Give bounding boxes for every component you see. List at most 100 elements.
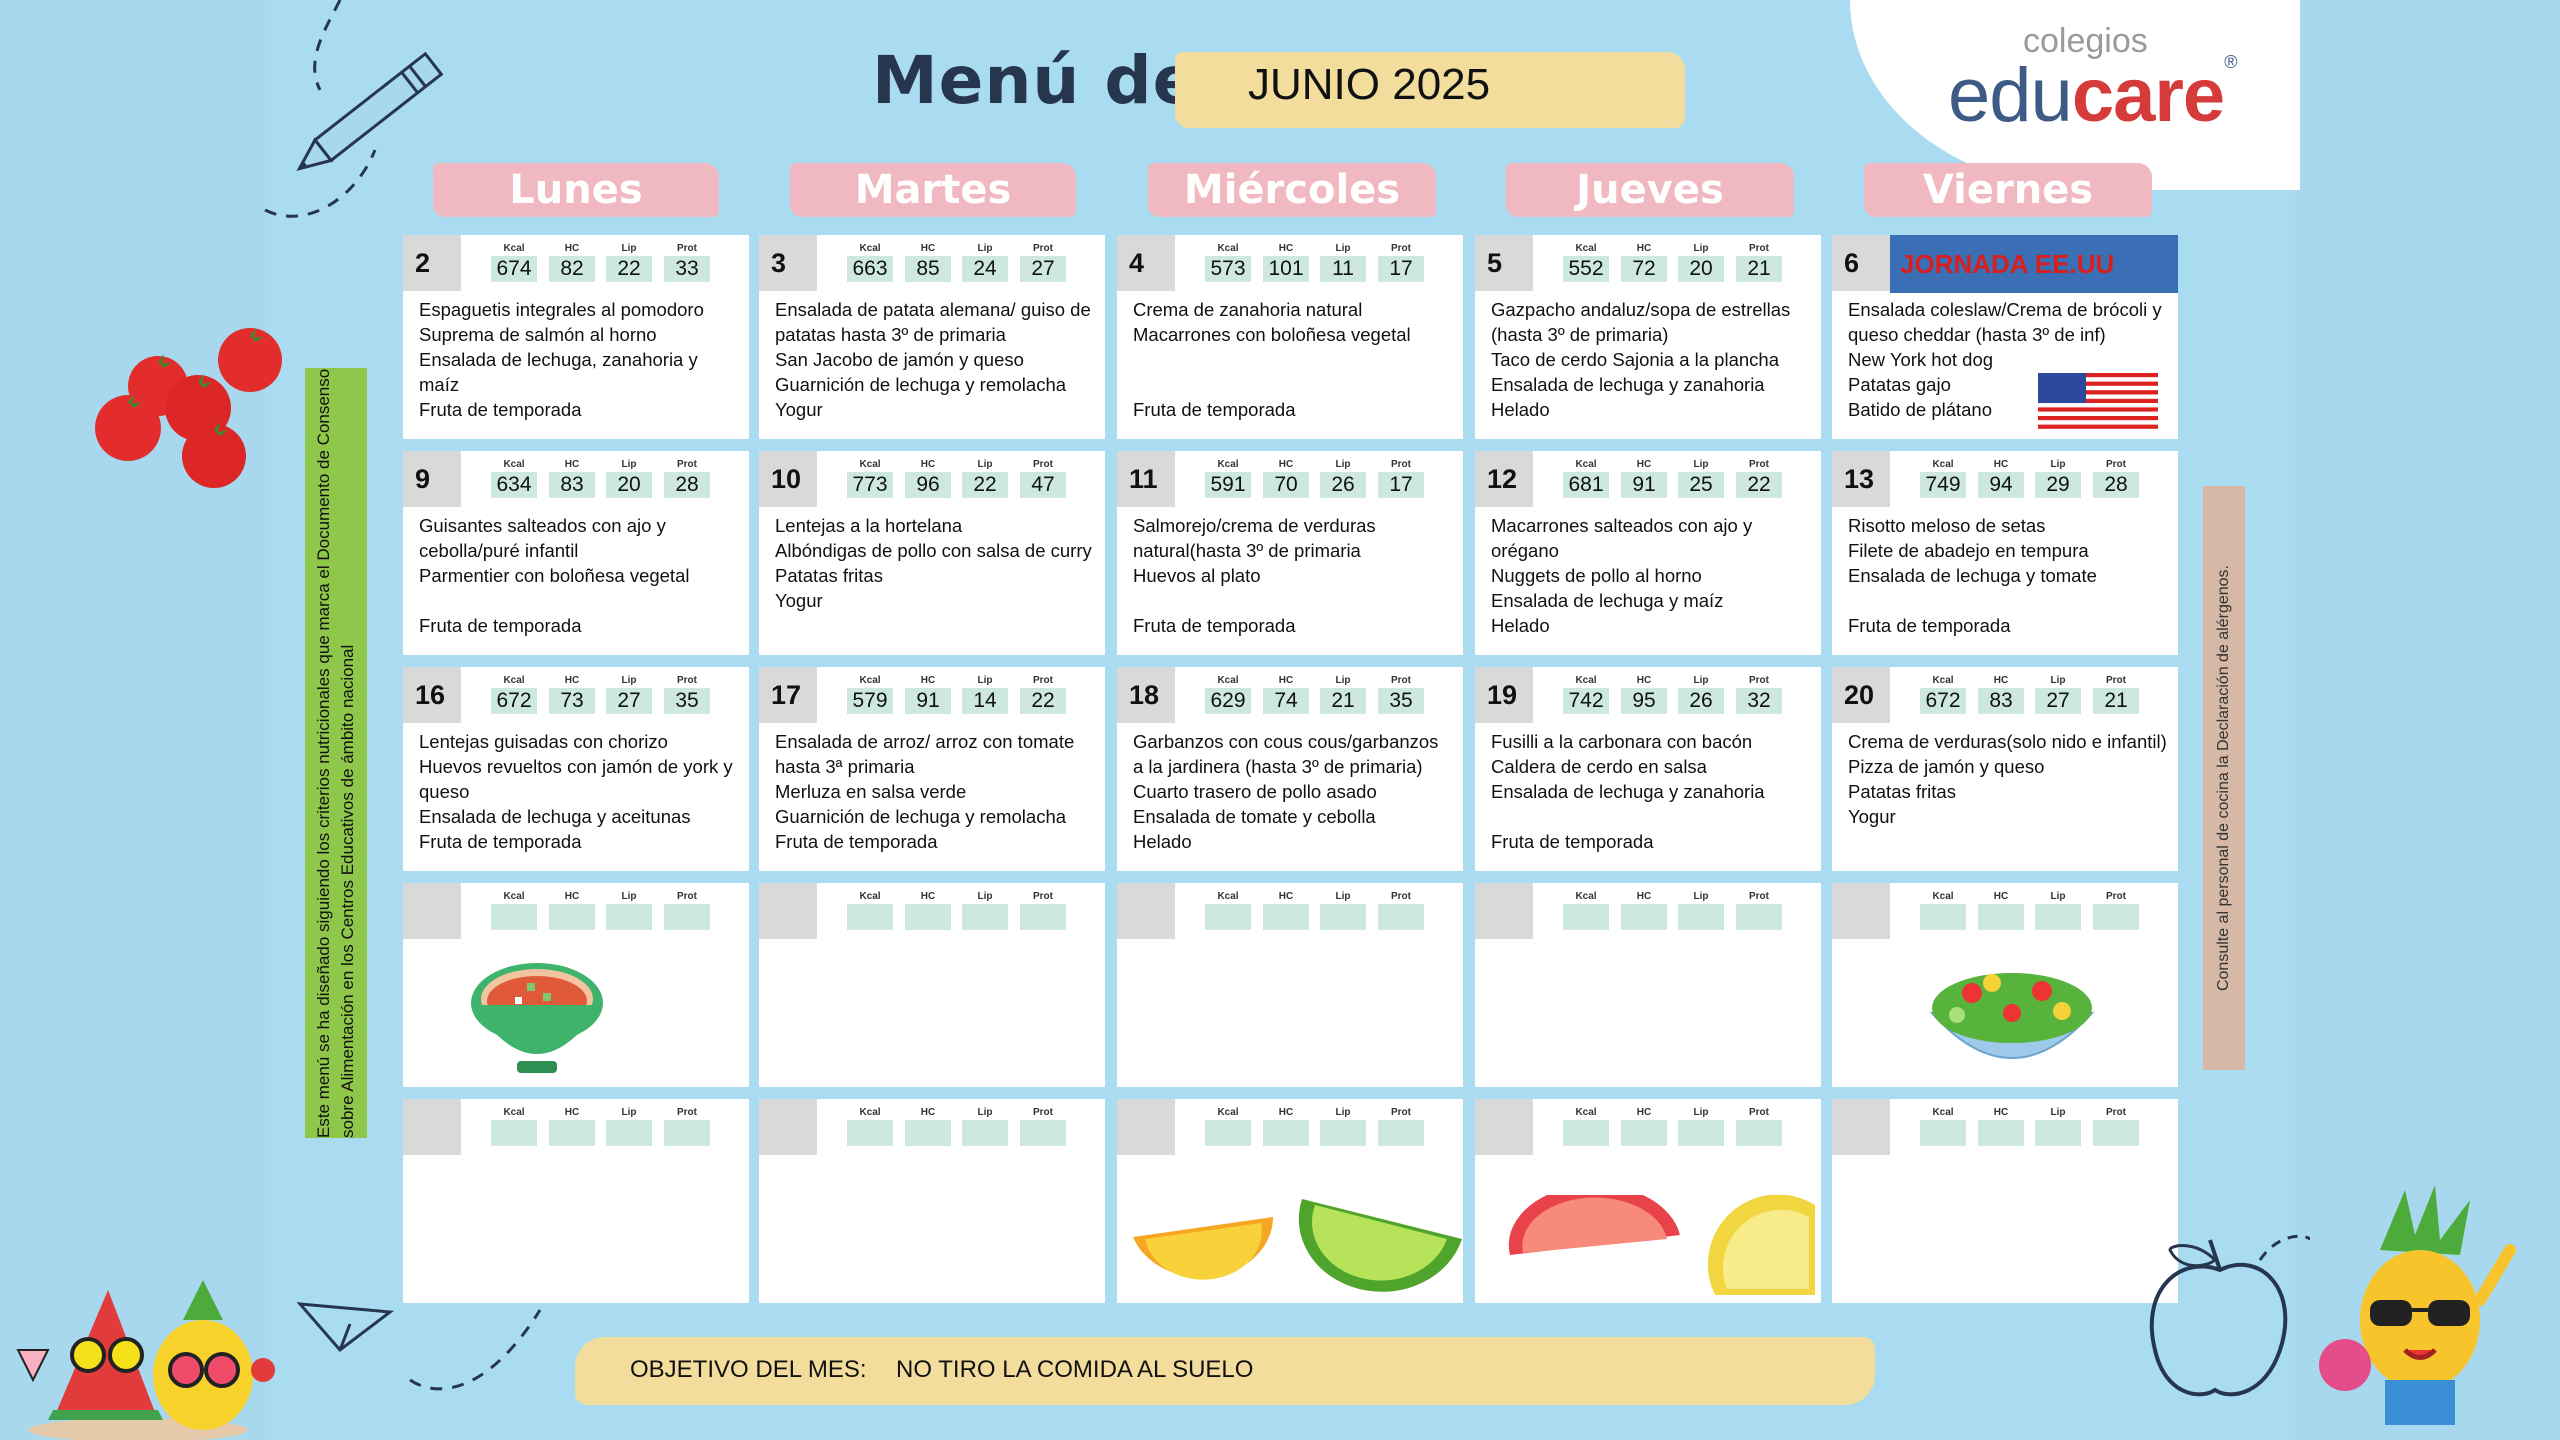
nutrient-label: HC xyxy=(920,243,936,254)
day-cell: Kcal HC Lip Prot xyxy=(1832,883,2178,1087)
nutrient-value: 21 xyxy=(2093,688,2139,714)
nutrient-label: Kcal xyxy=(1575,891,1597,902)
objective-value: NO TIRO LA COMIDA AL SUELO xyxy=(896,1356,1254,1383)
day-cell: 11 Kcal 591 HC 70 Lip 26 Prot 17 Salmorejo/crema … xyxy=(1117,451,1463,655)
nutrient-value xyxy=(1020,1120,1066,1146)
nutrient-value: 70 xyxy=(1263,472,1309,498)
menu-item: Merluza en salsa verde xyxy=(775,781,967,802)
nutrient-label: Lip xyxy=(1335,891,1351,902)
nutrient-label: HC xyxy=(564,243,580,254)
nutrient-value: 14 xyxy=(962,688,1008,714)
nutrient-label: Prot xyxy=(1749,891,1769,902)
nutrient-value xyxy=(1978,904,2024,930)
nutrient-label: Prot xyxy=(677,891,697,902)
nutrient-label: Kcal xyxy=(859,243,881,254)
logo-colegios: colegios xyxy=(2023,22,2148,60)
nutrient-label: HC xyxy=(920,459,936,470)
day-number xyxy=(1117,883,1175,939)
menu-item: Yogur xyxy=(1848,806,1896,827)
day-number xyxy=(1832,1099,1890,1155)
nutrient-label: Kcal xyxy=(859,459,881,470)
nutrient-value: 672 xyxy=(491,688,537,714)
nutrient-label: Prot xyxy=(1033,891,1053,902)
nutrient-label: Kcal xyxy=(1932,675,1954,686)
nutrient-value xyxy=(1263,1120,1309,1146)
nutrient-value: 91 xyxy=(905,688,951,714)
menu-item: Parmentier con boloñesa vegetal xyxy=(419,565,690,586)
menu-item: Batido de plátano xyxy=(1848,399,1993,420)
nutrient-label: Prot xyxy=(677,243,697,254)
nutrient-value xyxy=(1378,904,1424,930)
day-number: 3 xyxy=(759,235,817,291)
menu-item: Cuarto trasero de pollo asado xyxy=(1133,781,1377,802)
nutrient-value xyxy=(2035,904,2081,930)
nutrient-label: Prot xyxy=(1391,891,1411,902)
menu-item xyxy=(1133,588,1453,613)
menu-list: Espaguetis integrales al pomodoro Suprema… xyxy=(419,297,739,422)
nutrient-label: Kcal xyxy=(1575,459,1597,470)
jornada-banner: JORNADA EE.UU xyxy=(1890,235,2178,293)
nutrient-label: Prot xyxy=(1391,675,1411,686)
objective-band xyxy=(575,1337,1875,1405)
menu-item: Fusilli a la carbonara con bacón xyxy=(1491,731,1753,752)
nutrient-value xyxy=(2035,1120,2081,1146)
nutrient-label: HC xyxy=(564,1107,580,1118)
nutrient-value xyxy=(1205,1120,1251,1146)
nutrient-value: 579 xyxy=(847,688,893,714)
nutrient-label: Prot xyxy=(677,459,697,470)
nutrient-label: Lip xyxy=(977,1107,993,1118)
menu-list: Risotto meloso de setas Filete de abadejo… xyxy=(1848,513,2168,638)
nutrient-value: 28 xyxy=(2093,472,2139,498)
menu-item: Crema de verduras(solo nido e infantil) xyxy=(1848,731,2167,752)
nutrient-value: 29 xyxy=(2035,472,2081,498)
nutrient-label: Lip xyxy=(1693,1107,1709,1118)
nutrient-value: 26 xyxy=(1320,472,1366,498)
menu-item: New York hot dog xyxy=(1848,349,1994,370)
day-number: 19 xyxy=(1475,667,1533,723)
menu-item: Ensalada de arroz/ arroz con tomate hast… xyxy=(775,731,1075,777)
day-cell: Kcal HC Lip Prot xyxy=(403,883,749,1087)
menu-item: Albóndigas de pollo con salsa de curry xyxy=(775,540,1092,561)
nutrient-label: Kcal xyxy=(503,1107,525,1118)
pineapple-character-icon xyxy=(2319,1185,2516,1425)
nutrient-label: Prot xyxy=(1391,459,1411,470)
nutrient-value xyxy=(1736,1120,1782,1146)
day-number xyxy=(759,1099,817,1155)
nutrient-label: Kcal xyxy=(1932,459,1954,470)
nutrient-label: Lip xyxy=(621,1107,637,1118)
nutrient-label: Prot xyxy=(1749,243,1769,254)
nutrient-value xyxy=(1378,1120,1424,1146)
menu-list: Crema de verduras(solo nido e infantil) P… xyxy=(1848,729,2168,829)
menu-list: Lentejas a la hortelana Albóndigas de pol… xyxy=(775,513,1095,613)
menu-item: Patatas fritas xyxy=(1848,781,1956,802)
day-number: 12 xyxy=(1475,451,1533,507)
allergen-note-bar xyxy=(2203,486,2245,1070)
nutrient-value: 573 xyxy=(1205,256,1251,282)
nutrient-value: 27 xyxy=(606,688,652,714)
nutrient-value xyxy=(1621,1120,1667,1146)
nutrient-label: Kcal xyxy=(1575,675,1597,686)
nutrient-value xyxy=(2093,904,2139,930)
day-number: 16 xyxy=(403,667,461,723)
nutrient-value: 91 xyxy=(1621,472,1667,498)
nutrient-label: Kcal xyxy=(1217,243,1239,254)
nutrient-value: 17 xyxy=(1378,472,1424,498)
menu-item: Fruta de temporada xyxy=(419,831,582,852)
nutrient-value: 21 xyxy=(1736,256,1782,282)
nutrient-value: 95 xyxy=(1621,688,1667,714)
day-cell: 16 Kcal 672 HC 73 Lip 27 Prot 35 Lentejas guisada… xyxy=(403,667,749,871)
fruit-characters-icon xyxy=(16,1280,275,1440)
menu-list: Macarrones salteados con ajo y orégano Nu… xyxy=(1491,513,1811,638)
menu-item: Guarnición de lechuga y remolacha xyxy=(775,374,1067,395)
nutrient-label: Lip xyxy=(621,891,637,902)
nutrient-label: Kcal xyxy=(503,675,525,686)
nutrient-value: 552 xyxy=(1563,256,1609,282)
nutrient-value: 85 xyxy=(905,256,951,282)
day-number xyxy=(1117,1099,1175,1155)
nutrient-label: Kcal xyxy=(1932,1107,1954,1118)
menu-item: Crema de zanahoria natural xyxy=(1133,299,1363,320)
day-number: 18 xyxy=(1117,667,1175,723)
menu-item: Salmorejo/crema de verduras natural(hast… xyxy=(1133,515,1376,561)
menu-item: Ensalada de lechuga y zanahoria xyxy=(1491,781,1765,802)
nutrient-label: Prot xyxy=(1391,1107,1411,1118)
